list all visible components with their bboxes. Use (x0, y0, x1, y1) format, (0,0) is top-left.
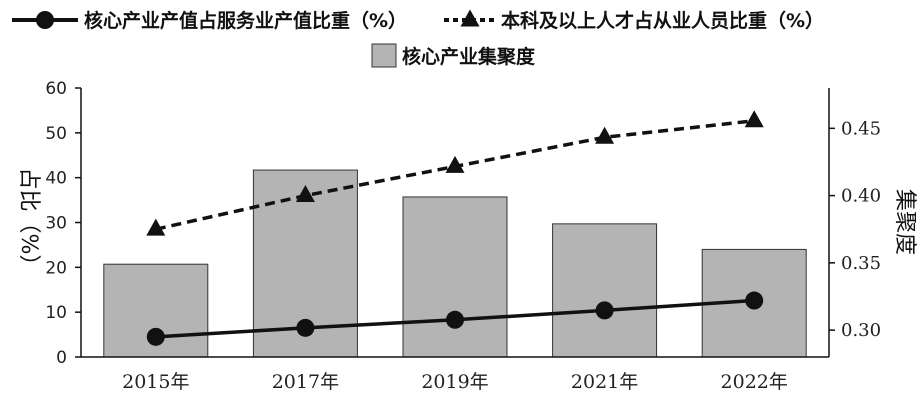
bar-series (103, 169, 807, 358)
right-axis-ticks: 0.30 0.35 0.40 0.45 (829, 118, 881, 341)
legend-label: 核心产业产值占服务业产值比重（%） (84, 9, 407, 32)
right-axis-tick-label: 0.40 (841, 186, 881, 207)
left-axis-tick-label: 0 (56, 348, 67, 368)
triangle-point-2019年 (445, 155, 465, 173)
x-axis-tick-label: 2017年 (272, 371, 339, 393)
x-axis-tick-label: 2015年 (122, 371, 189, 393)
left-axis-title: 占比（%） (16, 168, 41, 277)
left-axis-tick-label: 40 (45, 169, 67, 189)
triangle-point-2022年 (744, 110, 764, 128)
left-axis-tick-label: 20 (45, 258, 67, 278)
x-axis-tick-labels: 2015年 2017年 2019年 2021年 2022年 (122, 371, 788, 393)
line-series (146, 110, 764, 346)
triangle-point-2017年 (295, 185, 315, 203)
circle-point-2017年 (296, 318, 315, 337)
circle-point-2015年 (146, 327, 165, 346)
x-axis-tick-label: 2019年 (421, 371, 488, 393)
legend: 核心产业产值占服务业产值比重（%） 本科及以上人才占从业人员比重（%） 核心产业集聚… (12, 9, 824, 68)
right-axis-tick-label: 0.45 (841, 118, 881, 139)
left-axis-ticks: 0 10 20 30 40 50 60 (45, 79, 81, 368)
triangle-point-2021年 (595, 126, 615, 144)
circle-point-2021年 (595, 301, 614, 320)
triangle-point-2015年 (146, 218, 166, 236)
legend-label: 核心产业集聚度 (402, 45, 536, 68)
right-axis-tick-label: 0.35 (841, 253, 881, 274)
x-axis-tick-label: 2022年 (721, 371, 788, 393)
circle-point-2022年 (745, 291, 764, 310)
x-axis-tick-label: 2021年 (571, 371, 638, 393)
legend-triangle-marker (460, 9, 480, 27)
bar-2021年 (552, 223, 658, 358)
bar-2019年 (402, 196, 508, 358)
right-axis-tick-label: 0.30 (841, 320, 881, 341)
left-axis-tick-label: 50 (45, 124, 67, 144)
circle-point-2019年 (446, 310, 464, 329)
left-axis-tick-label: 10 (45, 303, 67, 323)
legend-label: 本科及以上人才占从业人员比重（%） (501, 9, 824, 32)
left-axis-tick-label: 60 (45, 79, 67, 99)
legend-bar-swatch (371, 43, 397, 68)
left-axis-tick-label: 30 (45, 214, 67, 234)
right-axis-title: 集聚度 (892, 189, 917, 255)
legend-circle-marker (36, 11, 54, 29)
